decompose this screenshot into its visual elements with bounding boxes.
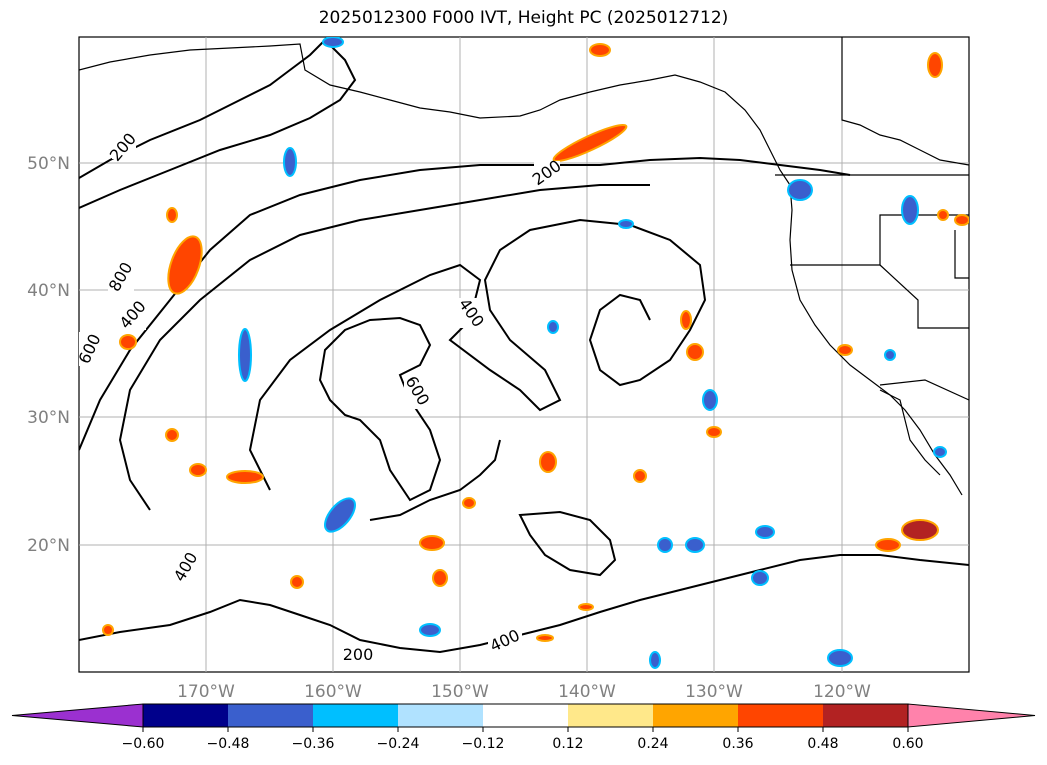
colorbar-extend-high <box>907 703 1036 728</box>
lon-tick-120w: 120°W <box>813 682 871 702</box>
colorbar-tick-label: 0.36 <box>722 736 753 752</box>
colorbar-segment <box>483 704 568 727</box>
lon-tick-150w: 150°W <box>431 682 489 702</box>
colorbar-tick-label: −0.48 <box>207 736 250 752</box>
lat-tick-40n: 40°N <box>27 281 70 301</box>
colorbar-tick-label: −0.12 <box>462 736 505 752</box>
colorbar-tick-label: −0.60 <box>122 736 165 752</box>
colorbar: −0.60 −0.48 −0.36 −0.24 −0.12 0.12 0.24 0.36 0.4… <box>11 703 1036 752</box>
contour-labels: 200 200 200 400 400 400 400 600 800 600 <box>74 129 565 665</box>
lon-tick-170w: 170°W <box>177 682 235 702</box>
colorbar-tick-label: 0.48 <box>807 736 838 752</box>
colorbar-segment <box>568 704 653 727</box>
colorbar-tick-label: 0.12 <box>552 736 583 752</box>
colorbar-tick-label: 0.24 <box>637 736 668 752</box>
lat-tick-50n: 50°N <box>27 154 70 174</box>
lon-tick-130w: 130°W <box>685 682 743 702</box>
longitude-labels: 170°W 160°W 150°W 140°W 130°W 120°W <box>177 682 871 702</box>
coastlines <box>79 37 969 496</box>
colorbar-extend-low <box>11 703 144 728</box>
colorbar-segment <box>398 704 483 727</box>
colorbar-tick-label: −0.36 <box>292 736 335 752</box>
lon-tick-160w: 160°W <box>304 682 362 702</box>
colorbar-segment <box>738 704 823 727</box>
ivt-shading <box>102 37 969 669</box>
colorbar-tick-label: 0.60 <box>892 736 923 752</box>
lat-tick-30n: 30°N <box>27 408 70 428</box>
colorbar-segment <box>143 704 228 727</box>
lat-tick-20n: 20°N <box>27 536 70 556</box>
map-title: 2025012300 F000 IVT, Height PC (20250127… <box>318 8 729 28</box>
colorbar-outline <box>142 703 909 728</box>
colorbar-tick-label: −0.24 <box>377 736 420 752</box>
colorbar-segment <box>228 704 313 727</box>
map-frame <box>78 36 970 673</box>
colorbar-segment <box>823 704 908 727</box>
latitude-labels: 50°N 40°N 30°N 20°N <box>27 154 70 556</box>
lon-tick-140w: 140°W <box>558 682 616 702</box>
colorbar-segment <box>313 704 398 727</box>
colorbar-segment <box>653 704 738 727</box>
contour-label: 200 <box>343 645 374 664</box>
